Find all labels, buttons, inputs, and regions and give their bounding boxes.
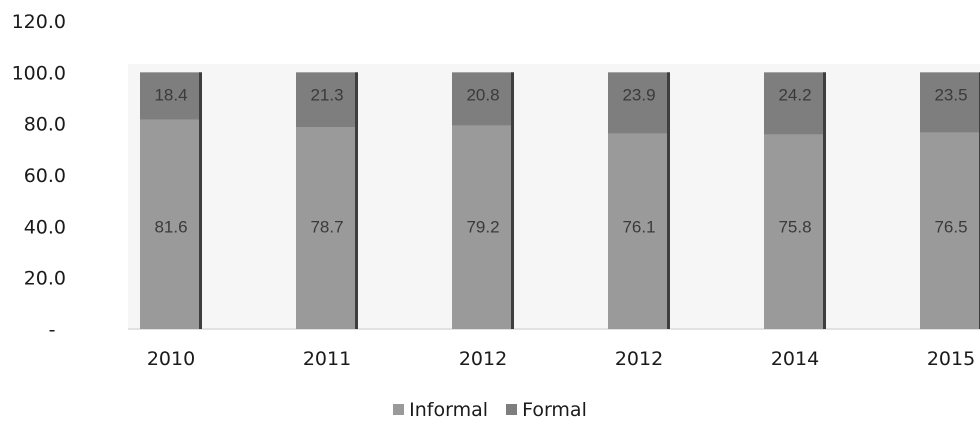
legend: Informal Formal bbox=[0, 398, 980, 421]
data-label: 21.3 bbox=[310, 85, 343, 104]
bar-segment-informal bbox=[608, 133, 670, 329]
y-tick-label: - bbox=[49, 319, 56, 341]
legend-item-informal: Informal bbox=[393, 399, 488, 421]
x-tick-label: 2014 bbox=[771, 348, 819, 370]
bar-edge bbox=[511, 72, 514, 329]
bar-segment-formal bbox=[608, 72, 670, 134]
data-label: 75.8 bbox=[778, 217, 811, 236]
x-axis-ticks: 2010 2011 2012 2012 2014 2015 bbox=[147, 348, 975, 370]
legend-swatch-formal bbox=[506, 404, 518, 415]
y-axis-ticks: - 20.0 40.0 60.0 80.0 100.0 120.0 bbox=[12, 11, 66, 341]
y-tick-label: 100.0 bbox=[12, 62, 66, 84]
x-tick-label: 2012 bbox=[615, 348, 663, 370]
bar-segment-formal bbox=[296, 72, 358, 128]
data-label: 76.5 bbox=[934, 217, 967, 236]
y-tick-label: 40.0 bbox=[24, 216, 66, 238]
bar-segment-formal bbox=[452, 72, 514, 126]
data-label: 20.8 bbox=[466, 85, 499, 104]
bar-segment-formal bbox=[764, 72, 826, 135]
data-label: 78.7 bbox=[310, 217, 343, 236]
x-tick-label: 2010 bbox=[147, 348, 195, 370]
data-label: 81.6 bbox=[154, 217, 187, 236]
y-tick-label: 80.0 bbox=[24, 114, 66, 136]
bar-segment-informal bbox=[452, 125, 514, 329]
x-tick-label: 2012 bbox=[459, 348, 507, 370]
bar-segment-informal bbox=[764, 134, 826, 329]
y-tick-label: 120.0 bbox=[12, 11, 66, 33]
plot-area-background bbox=[128, 64, 980, 330]
legend-item-formal: Formal bbox=[506, 399, 587, 421]
bar-segment-informal bbox=[920, 132, 980, 329]
data-label: 76.1 bbox=[622, 217, 655, 236]
bar-segment-formal bbox=[140, 72, 202, 120]
data-label: 79.2 bbox=[466, 217, 499, 236]
legend-swatch-informal bbox=[393, 404, 405, 415]
bar-segment-informal bbox=[140, 119, 202, 329]
bar-edge bbox=[199, 72, 202, 329]
data-label: 24.2 bbox=[778, 85, 811, 104]
legend-label-formal: Formal bbox=[522, 398, 587, 421]
bar-edge bbox=[823, 72, 826, 329]
y-tick-label: 20.0 bbox=[24, 268, 66, 290]
bar-segment-informal bbox=[296, 127, 358, 330]
legend-label-informal: Informal bbox=[409, 398, 489, 421]
data-label: 23.9 bbox=[622, 85, 655, 104]
y-tick-label: 60.0 bbox=[24, 165, 66, 187]
bar-edge bbox=[667, 72, 670, 329]
data-label: 23.5 bbox=[934, 85, 967, 104]
data-label: 18.4 bbox=[154, 85, 187, 104]
x-tick-label: 2015 bbox=[927, 348, 975, 370]
data-labels: 81.6 18.4 78.7 21.3 79.2 20.8 76.1 23.9 75.8 24.2… bbox=[154, 85, 967, 236]
x-tick-label: 2011 bbox=[303, 348, 351, 370]
bar-edge bbox=[355, 72, 358, 329]
bar-segment-formal bbox=[920, 72, 980, 133]
